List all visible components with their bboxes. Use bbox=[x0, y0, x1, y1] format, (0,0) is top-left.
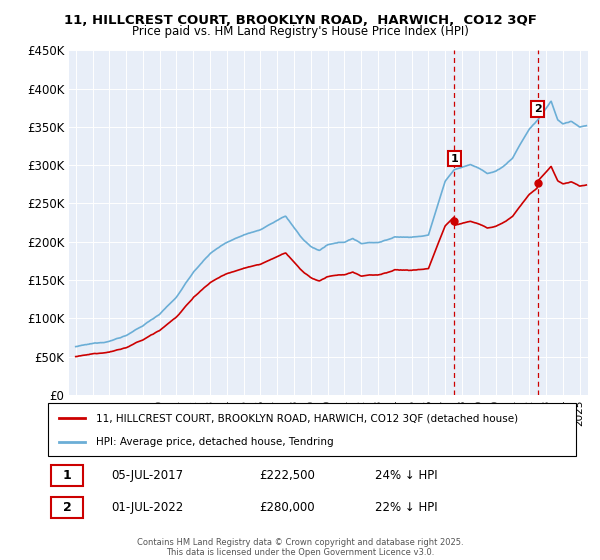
Text: 2: 2 bbox=[534, 104, 541, 114]
Text: £222,500: £222,500 bbox=[259, 469, 315, 482]
Text: Contains HM Land Registry data © Crown copyright and database right 2025.
This d: Contains HM Land Registry data © Crown c… bbox=[137, 538, 463, 557]
Text: 05-JUL-2017: 05-JUL-2017 bbox=[112, 469, 184, 482]
Text: 1: 1 bbox=[62, 469, 71, 482]
Text: £280,000: £280,000 bbox=[259, 501, 315, 514]
Text: 1: 1 bbox=[451, 153, 458, 164]
Text: 01-JUL-2022: 01-JUL-2022 bbox=[112, 501, 184, 514]
Text: 11, HILLCREST COURT, BROOKLYN ROAD, HARWICH, CO12 3QF (detached house): 11, HILLCREST COURT, BROOKLYN ROAD, HARW… bbox=[95, 413, 518, 423]
Text: 2: 2 bbox=[62, 501, 71, 514]
Text: 22% ↓ HPI: 22% ↓ HPI bbox=[376, 501, 438, 514]
Text: 24% ↓ HPI: 24% ↓ HPI bbox=[376, 469, 438, 482]
Text: Price paid vs. HM Land Registry's House Price Index (HPI): Price paid vs. HM Land Registry's House … bbox=[131, 25, 469, 38]
FancyBboxPatch shape bbox=[48, 403, 576, 456]
FancyBboxPatch shape bbox=[50, 465, 83, 486]
FancyBboxPatch shape bbox=[50, 497, 83, 518]
Text: 11, HILLCREST COURT, BROOKLYN ROAD,  HARWICH,  CO12 3QF: 11, HILLCREST COURT, BROOKLYN ROAD, HARW… bbox=[64, 14, 536, 27]
Text: HPI: Average price, detached house, Tendring: HPI: Average price, detached house, Tend… bbox=[95, 436, 333, 446]
